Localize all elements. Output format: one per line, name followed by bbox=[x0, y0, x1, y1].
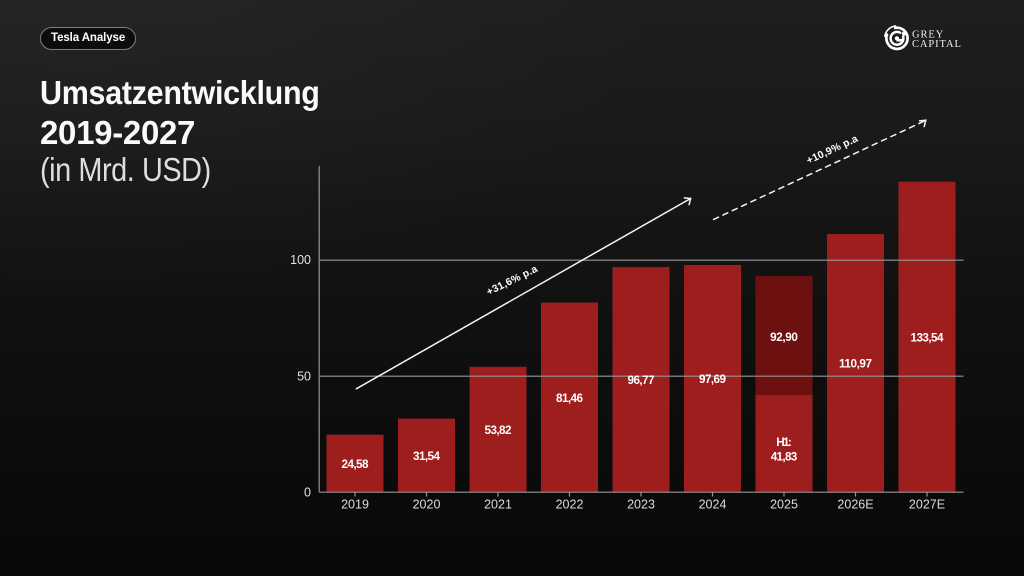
svg-text:GREY: GREY bbox=[912, 30, 944, 41]
svg-text:CAPITAL: CAPITAL bbox=[912, 39, 962, 50]
svg-text:53,82: 53,82 bbox=[485, 424, 512, 437]
svg-text:41,83: 41,83 bbox=[771, 450, 798, 463]
svg-text:2021: 2021 bbox=[484, 497, 512, 511]
svg-text:97,69: 97,69 bbox=[699, 373, 726, 386]
svg-text:+10,9% p.a: +10,9% p.a bbox=[805, 134, 860, 167]
svg-text:100: 100 bbox=[290, 253, 311, 267]
svg-text:92,90: 92,90 bbox=[770, 331, 798, 344]
svg-text:2022: 2022 bbox=[556, 497, 584, 511]
svg-text:2027E: 2027E bbox=[909, 497, 945, 511]
svg-text:110,97: 110,97 bbox=[839, 358, 872, 371]
svg-text:H1:: H1: bbox=[776, 436, 792, 449]
svg-text:2019: 2019 bbox=[341, 497, 369, 511]
svg-text:+31,6% p.a: +31,6% p.a bbox=[485, 264, 540, 298]
svg-text:81,46: 81,46 bbox=[556, 392, 583, 405]
svg-text:2023: 2023 bbox=[627, 497, 655, 511]
svg-text:50: 50 bbox=[297, 369, 311, 383]
svg-text:31,54: 31,54 bbox=[413, 450, 440, 463]
svg-text:24,58: 24,58 bbox=[342, 458, 369, 471]
svg-text:2026E: 2026E bbox=[837, 497, 873, 511]
svg-text:2025: 2025 bbox=[770, 497, 798, 511]
svg-text:96,77: 96,77 bbox=[628, 374, 655, 387]
svg-text:133,54: 133,54 bbox=[911, 331, 944, 344]
svg-text:0: 0 bbox=[304, 485, 311, 499]
svg-text:2020: 2020 bbox=[413, 497, 441, 511]
svg-text:2024: 2024 bbox=[699, 497, 727, 511]
